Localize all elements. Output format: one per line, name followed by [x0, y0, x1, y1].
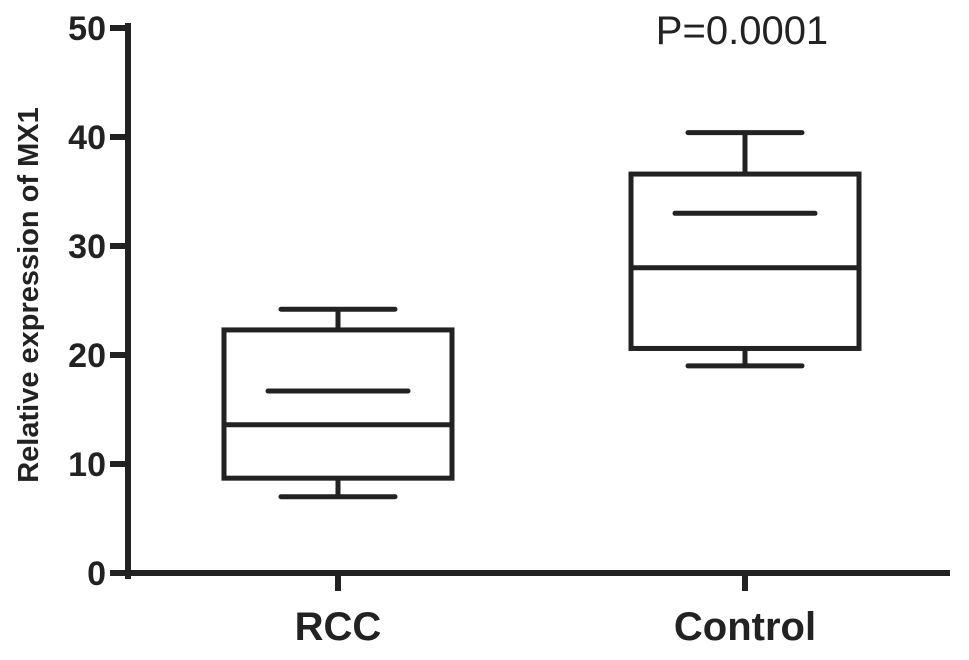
y-tick-label-0: 0: [87, 555, 106, 593]
iqr-box-rcc: [221, 327, 455, 481]
iqr-box-control: [628, 171, 862, 351]
y-tick-label-20: 20: [68, 337, 106, 375]
box-control: [628, 130, 862, 369]
box-rcc: [221, 306, 455, 500]
y-tick-label-50: 50: [68, 10, 106, 48]
y-tick-label-40: 40: [68, 119, 106, 157]
box-series: [221, 130, 862, 500]
p-value-annotation: P=0.0001: [656, 9, 828, 53]
x-category-label-rcc: RCC: [295, 605, 382, 649]
x-category-label-control: Control: [674, 605, 816, 649]
y-tick-label-10: 10: [68, 446, 106, 484]
axes: 0 10 20 30 40 50 RCC Control: [68, 10, 950, 649]
y-tick-label-30: 30: [68, 228, 106, 266]
y-axis-label: Relative expression of MX1: [13, 107, 45, 483]
